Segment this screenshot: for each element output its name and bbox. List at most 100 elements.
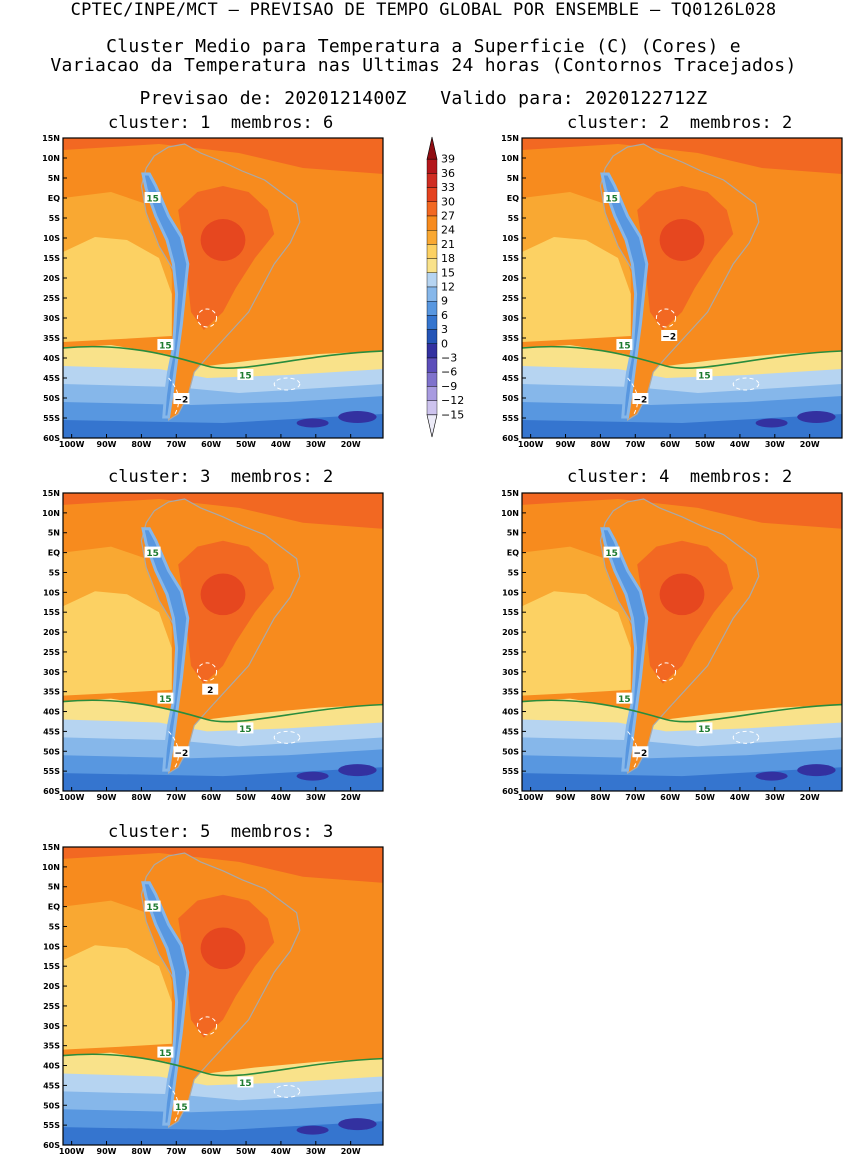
lat-tick-label: 5N <box>48 529 60 538</box>
contour-label-box <box>144 546 161 558</box>
lat-tick-label: 25S <box>43 294 60 303</box>
contour-label-box <box>603 546 620 558</box>
contour-label-box <box>632 746 649 758</box>
colorbar-swatch <box>426 272 438 288</box>
lon-tick-label: 20W <box>800 793 820 802</box>
colorbar-swatch <box>426 258 438 273</box>
andes-cold-field <box>600 172 649 419</box>
lon-tick-label: 100W <box>59 793 85 802</box>
lon-tick-label: 40W <box>271 793 291 802</box>
lat-tick-label: 60S <box>43 434 60 443</box>
cold-spot-field <box>296 1125 329 1135</box>
lat-tick-label: 30S <box>43 314 60 323</box>
colorbar-label: 9 <box>441 295 448 308</box>
contour-15-line <box>62 1053 384 1077</box>
lat-tick-label: 15S <box>502 254 519 263</box>
hot-core-field <box>659 219 705 261</box>
contour-label: 15 <box>698 725 711 735</box>
change-contour-dashed <box>196 662 218 682</box>
colorbar-label: 15 <box>441 266 455 279</box>
lat-tick-label: 20S <box>43 274 60 283</box>
lon-tick-label: 40W <box>730 440 750 449</box>
lat-tick-label: EQ <box>48 194 60 203</box>
map-panel-cluster-4: 15 15 15 −2 15N 10N 5N EQ 5S 10S 15S 20S 25S 30S 35S 40… <box>501 489 843 802</box>
colorbar-swatch <box>426 173 438 188</box>
colorbar-label: −6 <box>441 366 457 379</box>
lon-tick-label: 90W <box>97 793 117 802</box>
colorbar-bottom-arrow <box>426 414 438 438</box>
lat-tick-label: 15S <box>43 254 60 263</box>
colorbar-swatch <box>426 371 438 387</box>
contour-label: 15 <box>146 195 159 205</box>
change-contour-dashed <box>732 377 760 391</box>
map-fields <box>62 138 384 438</box>
lon-tick-label: 50W <box>236 793 256 802</box>
lat-tick-label: EQ <box>48 903 60 912</box>
pacific-mild-field <box>63 945 172 1050</box>
cold-spot-field <box>755 771 788 781</box>
map-frame <box>62 846 384 1146</box>
lat-tick-label: 40S <box>502 708 519 717</box>
hot-core-field <box>200 927 246 970</box>
contour-label: 15 <box>159 1049 172 1059</box>
contour-label: 15 <box>159 695 172 705</box>
contour-label: −2 <box>174 749 188 759</box>
colorbar-label: −12 <box>441 394 464 407</box>
contour-label: 15 <box>698 372 711 382</box>
lat-tick-label: 10S <box>502 588 519 597</box>
colorbar-swatch <box>426 357 438 373</box>
panel-4-title: cluster: 4 membros: 2 <box>567 467 793 487</box>
contour-label: −2 <box>633 749 647 759</box>
cold-spot-field <box>296 418 329 428</box>
pacific-mild-field <box>522 237 631 342</box>
colorbar-label: 0 <box>441 337 448 350</box>
map-frame <box>62 137 384 439</box>
contour-label-box <box>632 393 649 404</box>
lat-tick-label: 10S <box>43 234 60 243</box>
lon-tick-label: 30W <box>765 793 785 802</box>
map-fields <box>521 138 843 438</box>
andes-cold-field <box>600 527 649 772</box>
contour-label-box <box>144 192 161 203</box>
contour-label-box <box>696 369 713 380</box>
colorbar-label: 12 <box>441 281 455 294</box>
contour-label: 15 <box>239 372 252 382</box>
contour-label-box <box>696 722 713 734</box>
change-contour-dashed <box>655 662 677 682</box>
colorbar-swatch <box>426 229 438 245</box>
lat-tick-label: 15S <box>43 608 60 617</box>
colorbar-label: 3 <box>441 323 448 336</box>
map-frame <box>62 492 384 792</box>
contour-label: 15 <box>146 903 159 913</box>
contour-label: 15 <box>175 1103 188 1113</box>
lat-tick-label: 20S <box>502 274 519 283</box>
panel-5-title: cluster: 5 membros: 3 <box>108 822 334 842</box>
lat-tick-label: 40S <box>502 354 519 363</box>
lon-tick-label: 70W <box>625 793 645 802</box>
lat-tick-label: 30S <box>502 668 519 677</box>
contour-label-box <box>616 339 633 350</box>
lon-tick-label: 30W <box>306 1147 326 1156</box>
lat-tick-label: 55S <box>43 414 60 423</box>
cold-spot-field <box>338 764 377 777</box>
cold-spot-field <box>755 418 788 428</box>
lat-tick-label: 40S <box>43 1062 60 1071</box>
contour-label-box <box>173 746 190 758</box>
lat-tick-label: 30S <box>43 668 60 677</box>
contour-label-box <box>616 692 633 704</box>
lon-tick-label: 60W <box>660 440 680 449</box>
change-contour-dashed <box>168 731 180 768</box>
change-contour-dashed <box>627 731 639 768</box>
lat-tick-label: 45S <box>502 374 519 383</box>
colorbar-label: −3 <box>441 352 457 365</box>
lat-tick-label: 40S <box>43 354 60 363</box>
contour-label-box <box>237 1076 254 1088</box>
lat-tick-label: 5N <box>48 174 60 183</box>
contour-label: 15 <box>239 1079 252 1089</box>
panel-1-title: cluster: 1 membros: 6 <box>108 113 334 133</box>
lat-tick-label: 15N <box>42 489 60 498</box>
tropical-warm-field <box>63 847 383 883</box>
lat-tick-label: 50S <box>502 394 519 403</box>
colorbar-label: 27 <box>441 210 455 223</box>
